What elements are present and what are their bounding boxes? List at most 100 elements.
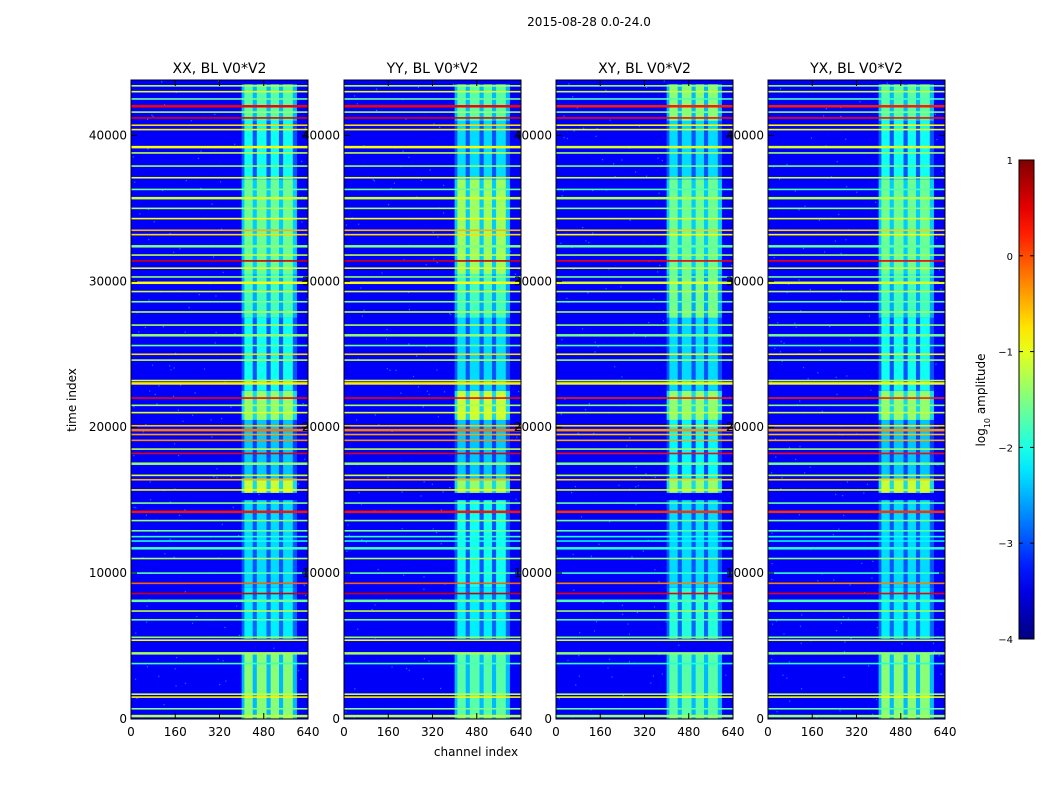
flag-row (344, 535, 521, 538)
flag-row (344, 530, 521, 532)
flag-row (131, 382, 308, 385)
x-tick-label: 160 (164, 725, 187, 739)
flag-row (768, 636, 945, 639)
flag-row (344, 176, 521, 179)
flag-row (131, 652, 308, 655)
flag-row (344, 353, 521, 356)
flag-row (344, 618, 521, 621)
flag-row (556, 276, 733, 278)
flag-row (131, 353, 308, 356)
flag-row (344, 117, 521, 119)
flag-row (556, 502, 733, 504)
x-tick-label: 160 (801, 725, 824, 739)
flag-row (131, 489, 308, 491)
y-tick-label: 30000 (302, 274, 340, 288)
flag-row (131, 439, 308, 442)
flag-row (556, 439, 733, 442)
flag-row (556, 145, 733, 149)
flag-row (768, 662, 945, 665)
flag-row (556, 610, 733, 612)
colorbar-tick-label: −1 (998, 348, 1013, 359)
colorbar-tick-label: 1 (1007, 156, 1013, 167)
flag-row (344, 489, 521, 491)
rfi-segment (454, 84, 510, 121)
flagged-rows (556, 85, 733, 718)
flag-row (131, 530, 308, 532)
rfi-segment (878, 500, 934, 588)
colorbar-tick-label: −3 (998, 539, 1013, 550)
flag-row (131, 145, 308, 149)
flag-row (768, 267, 945, 269)
panels-group: XX, BL V0*V2 0 160 320 480 640 0 10000 20000 3000… (89, 61, 957, 739)
flag-row (556, 254, 733, 256)
flag-row (556, 128, 733, 131)
flag-row (131, 610, 308, 612)
figure-suptitle: 2015-08-28 0.0-24.0 (527, 15, 651, 29)
rfi-segment (454, 120, 510, 180)
flag-row (556, 379, 733, 382)
flag-row (556, 592, 733, 595)
flag-row (344, 582, 521, 585)
flag-row (768, 111, 945, 113)
flag-row (131, 452, 308, 455)
flag-row (768, 618, 945, 621)
y-tick-label: 20000 (302, 420, 340, 434)
flag-row (556, 397, 733, 399)
flag-row (131, 557, 308, 560)
flag-row (556, 474, 733, 477)
flag-row (556, 693, 733, 695)
flag-row (768, 478, 945, 481)
flag-row (344, 334, 521, 337)
x-tick-label: 160 (377, 725, 400, 739)
flag-row (131, 188, 308, 191)
flag-row (768, 124, 945, 127)
flag-row (768, 433, 945, 436)
flag-row (344, 128, 521, 131)
flag-row (131, 176, 308, 179)
flag-row (344, 662, 521, 665)
flag-row (344, 474, 521, 477)
flag-row (556, 428, 733, 432)
flag-row (344, 124, 521, 127)
x-tick-label: 160 (589, 725, 612, 739)
flag-row (344, 233, 521, 236)
flag-row (768, 359, 945, 361)
x-tick-label: 480 (889, 725, 912, 739)
flag-row (131, 411, 308, 414)
flag-row (768, 324, 945, 326)
rfi-segment (241, 587, 297, 639)
rfi-segment (878, 84, 934, 121)
x-tick-label: 0 (127, 725, 135, 739)
flag-row (344, 276, 521, 278)
flag-row (556, 334, 733, 337)
flag-row (131, 311, 308, 313)
y-axis-label: time index (65, 368, 79, 432)
flag-row (768, 98, 945, 100)
rfi-segment (878, 120, 934, 180)
flag-row (556, 207, 733, 210)
flag-row (768, 281, 945, 285)
rfi-segment (454, 274, 510, 318)
flag-row (344, 311, 521, 313)
flag-row (768, 207, 945, 210)
flag-row (344, 152, 521, 154)
x-tick-label: 480 (677, 725, 700, 739)
flag-row (768, 290, 945, 293)
colorbar-gradient (1018, 159, 1035, 640)
flag-row (556, 152, 733, 154)
flag-row (344, 98, 521, 100)
flag-row (131, 599, 308, 603)
flag-row (344, 696, 521, 698)
flag-row (131, 229, 308, 232)
flag-row (344, 267, 521, 269)
flag-row (556, 324, 733, 326)
flag-row (556, 582, 733, 585)
flag-row (556, 636, 733, 639)
flag-row (768, 260, 945, 262)
flag-row (131, 152, 308, 154)
colorbar-tick-label: 0 (1007, 252, 1013, 263)
flag-row (768, 696, 945, 698)
flag-row (131, 693, 308, 695)
flag-row (344, 478, 521, 481)
flag-row (131, 404, 308, 407)
